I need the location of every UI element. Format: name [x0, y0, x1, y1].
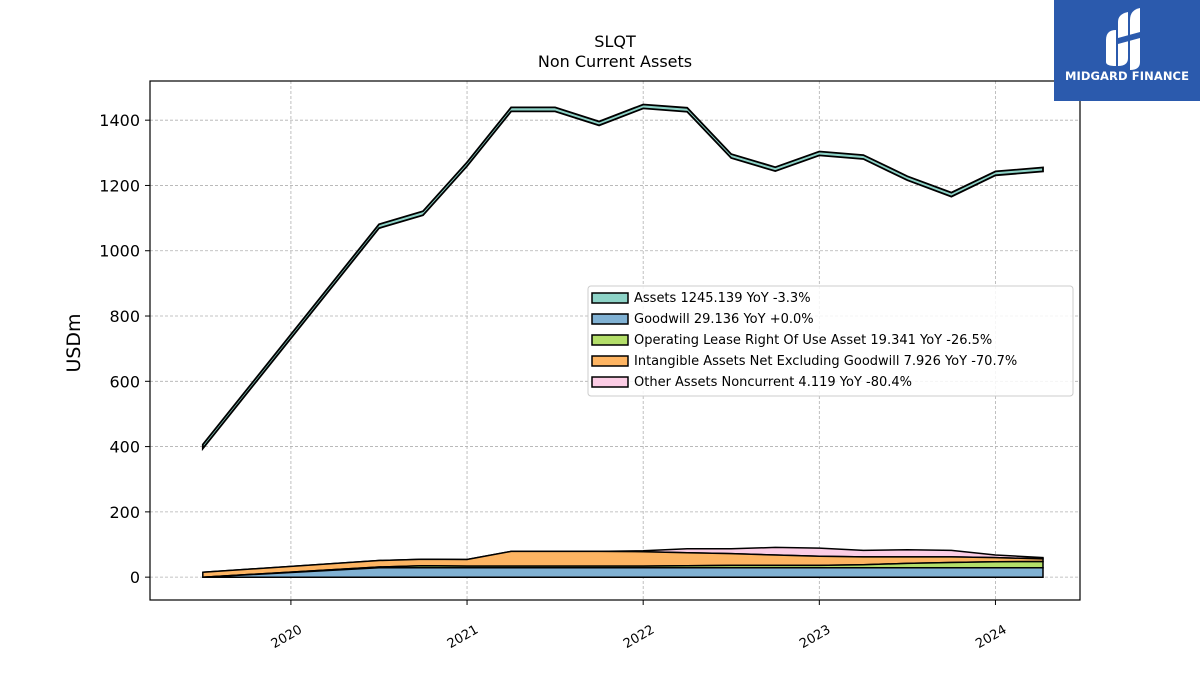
legend-box	[587, 285, 1074, 397]
brand-logo: MIDGARD FINANCE	[1054, 0, 1200, 101]
brand-mark-icon	[1106, 8, 1140, 70]
legend-label: Intangible Assets Net Excluding Goodwill…	[634, 354, 1017, 369]
y-tick-label: 0	[130, 568, 140, 587]
legend-swatch	[591, 355, 629, 367]
plot-frame	[149, 80, 1081, 601]
x-tick-label: 2020	[269, 622, 305, 652]
legend-swatch	[591, 292, 629, 304]
y-tick-label: 800	[109, 307, 140, 326]
legend: Assets 1245.139 YoY -3.3% Goodwill 29.136…	[587, 285, 1074, 397]
legend-label: Goodwill 29.136 YoY +0.0%	[634, 312, 814, 327]
legend-label: Operating Lease Right Of Use Asset 19.34…	[634, 333, 992, 348]
x-tick-label: 2022	[621, 622, 657, 652]
legend-swatch	[591, 334, 629, 346]
chart-title: SLQT	[594, 32, 636, 51]
y-tick-label: 1000	[99, 242, 140, 261]
x-tick-label: 2021	[445, 622, 481, 652]
series-area-goodwill	[202, 566, 1044, 578]
y-tick-label: 1400	[99, 111, 140, 130]
y-tick-label: 400	[109, 438, 140, 457]
legend-label: Assets 1245.139 YoY -3.3%	[634, 291, 811, 306]
legend-swatch	[591, 376, 629, 388]
series-layer	[201, 103, 1044, 578]
chart-subtitle: Non Current Assets	[538, 52, 692, 71]
x-tick-label: 2023	[797, 622, 833, 652]
brand-name: MIDGARD FINANCE	[1064, 69, 1190, 83]
legend-label: Other Assets Noncurrent 4.119 YoY -80.4%	[634, 375, 912, 390]
series-area-assets	[201, 103, 1044, 452]
y-tick-label: 200	[109, 503, 140, 522]
x-tick-label: 2024	[973, 622, 1009, 652]
y-tick-label: 1200	[99, 176, 140, 195]
y-axis-label: USDm	[63, 313, 85, 372]
y-tick-label: 600	[109, 372, 140, 391]
legend-swatch	[591, 313, 629, 325]
